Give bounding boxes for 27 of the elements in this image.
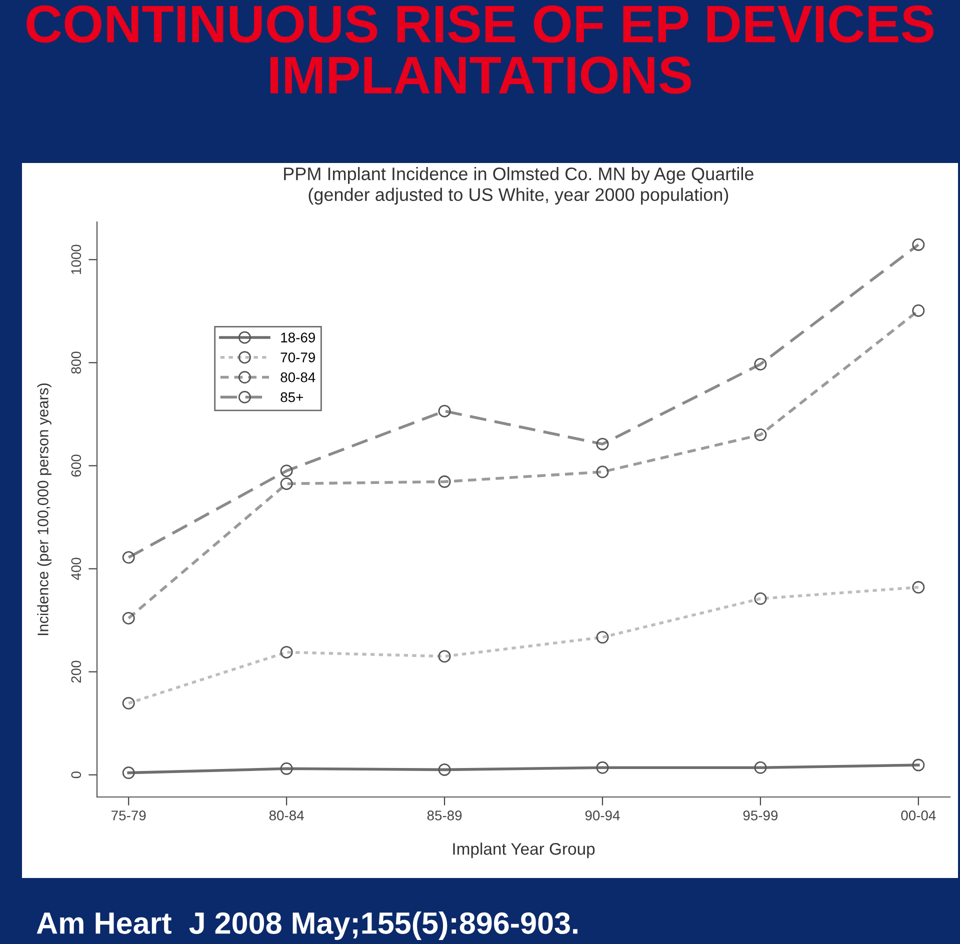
point [912,758,925,772]
text: Am Heart J 2008 May;155(5):896-903. [36,912,578,940]
y-axis-title: Incidence (per 100,000 person years) [37,383,52,636]
point [280,762,293,775]
x-tick-label: 85-89 [427,810,462,820]
x-tick-label: 90-94 [585,810,620,820]
point [438,763,451,776]
y-tick-label: 0 [71,772,82,778]
chart-title: CONTINUOUS RISE OF EP DEVICES IMPLANTATIONS [26,5,934,94]
x-tick-label: 00-04 [901,810,936,820]
x-tick-label: 95-99 [743,810,778,820]
y-tick-label: 400 [71,558,82,580]
y-tick-label: 200 [71,660,82,683]
chart-subtitle: PPM Implant Incidence in Olmsted Co. MN by Age Quartile (gender adjusted to US White, year 2000 population) [284,167,754,205]
y-tick-label: 800 [71,352,82,374]
legend-label: 85+ [280,392,303,402]
legend-label: 70-79 [280,352,315,362]
legend-label: 18-69 [281,332,315,342]
y-tick-label: 600 [71,454,82,477]
x-tick-label: 80-84 [269,810,304,820]
point [596,761,609,774]
x-axis-title: Implant Year Group [453,842,595,858]
point [122,766,135,780]
y-tick-label: 1000 [71,244,82,274]
x-tick-label: 75-79 [112,810,146,820]
point [754,761,767,774]
legend-label: 80-84 [280,372,316,382]
